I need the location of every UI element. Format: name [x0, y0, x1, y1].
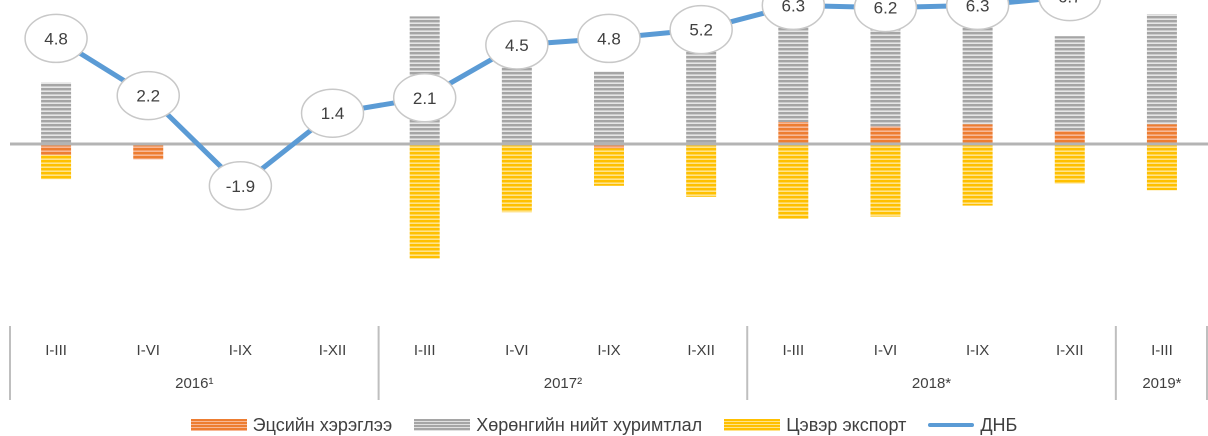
bar-net-export-5 [501, 144, 532, 213]
data-label-10: 6.3 [945, 0, 1010, 31]
x-group-label-1: 2017² [544, 375, 582, 392]
svg-text:-1.9: -1.9 [226, 177, 255, 196]
x-group-label-2: 2018* [912, 375, 951, 392]
bar-net-export-6 [594, 148, 624, 186]
data-label-0: 4.8 [24, 13, 88, 64]
bar-net-export-7 [686, 144, 717, 197]
legend-label-net-export: Цэвэр экспорт [786, 414, 907, 435]
data-label-6: 4.8 [577, 13, 641, 64]
x-tick-label-4: I-III [414, 342, 436, 359]
x-tick-label-10: I-IX [966, 342, 989, 359]
bar-investment-10 [962, 23, 993, 125]
svg-text:6.2: 6.2 [874, 0, 898, 18]
x-tick-label-1: I-VI [137, 342, 160, 359]
bar-net-export-0 [41, 155, 72, 180]
legend-label-consumption: Эцсийн хэрэглээ [252, 414, 393, 435]
x-tick-label-11: I-XII [1056, 342, 1084, 359]
legend-swatch-net-export [724, 419, 781, 431]
svg-text:6.3: 6.3 [781, 0, 805, 15]
bar-net-export-9 [870, 144, 901, 217]
x-tick-label-2: I-IX [229, 342, 252, 359]
svg-text:4.8: 4.8 [597, 29, 621, 48]
x-group-label-0: 2016¹ [175, 375, 213, 392]
bar-investment-12 [1146, 14, 1177, 125]
data-label-7: 5.2 [669, 4, 733, 55]
bar-consumption-10 [962, 124, 993, 144]
svg-text:1.4: 1.4 [321, 104, 345, 123]
bar-consumption-8 [778, 122, 809, 144]
legend-swatch-investment [414, 419, 471, 431]
bar-net-export-4 [409, 144, 440, 259]
svg-text:6.3: 6.3 [966, 0, 990, 15]
data-label-3: 1.4 [300, 88, 365, 138]
bar-investment-0 [41, 82, 72, 144]
x-tick-label-9: I-VI [874, 342, 897, 359]
data-label-4: 2.1 [392, 73, 457, 123]
x-tick-label-6: I-IX [597, 342, 620, 359]
legend-item-gdp: ДНБ [928, 415, 1017, 436]
data-label-8: 6.3 [761, 0, 826, 31]
bar-consumption-0 [41, 144, 72, 155]
data-label-11: 6.7 [1038, 0, 1102, 22]
svg-text:6.7: 6.7 [1058, 0, 1082, 7]
bar-consumption-12 [1146, 124, 1177, 144]
legend: Эцсийн хэрэглээ Хөрөнгийн нийт хуримтлал… [0, 414, 1208, 436]
chart: 4.82.2-1.91.42.14.54.85.26.36.26.36.78.6… [9, 0, 1208, 400]
bar-consumption-11 [1054, 130, 1085, 144]
bar-net-export-12 [1146, 144, 1177, 191]
data-label-2: -1.9 [208, 161, 273, 211]
x-tick-label-5: I-VI [505, 342, 528, 359]
svg-text:4.5: 4.5 [505, 36, 529, 55]
svg-text:2.1: 2.1 [413, 89, 437, 108]
bar-consumption-1 [133, 144, 164, 160]
bar-net-export-11 [1054, 144, 1085, 184]
bar-net-export-10 [962, 144, 993, 206]
bar-consumption-9 [870, 126, 901, 144]
x-tick-label-12: I-III [1151, 342, 1173, 359]
legend-label-gdp: ДНБ [980, 414, 1018, 435]
bar-investment-7 [686, 49, 717, 144]
bar-investment-11 [1054, 36, 1085, 131]
bar-net-export-8 [778, 144, 809, 219]
legend-item-consumption: Эцсийн хэрэглээ [190, 414, 393, 436]
x-tick-label-0: I-III [45, 342, 67, 359]
bar-consumption-6 [594, 144, 624, 149]
svg-text:2.2: 2.2 [136, 87, 160, 106]
data-label-9: 6.2 [853, 0, 918, 33]
x-tick-label-7: I-XII [687, 342, 715, 359]
x-tick-label-8: I-III [782, 342, 804, 359]
legend-label-investment: Хөрөнгийн нийт хуримтлал [476, 414, 703, 435]
bar-investment-6 [594, 71, 624, 144]
svg-text:5.2: 5.2 [689, 21, 713, 40]
x-group-label-3: 2019* [1142, 375, 1181, 392]
legend-item-investment: Хөрөнгийн нийт хуримтлал [414, 415, 702, 436]
legend-swatch-gdp [928, 423, 975, 427]
legend-swatch-consumption [190, 419, 247, 431]
data-label-5: 4.5 [485, 20, 549, 70]
x-tick-label-3: I-XII [319, 342, 347, 359]
svg-text:4.8: 4.8 [44, 29, 68, 48]
data-label-1: 2.2 [116, 70, 180, 121]
legend-item-net-export: Цэвэр экспорт [724, 415, 906, 436]
